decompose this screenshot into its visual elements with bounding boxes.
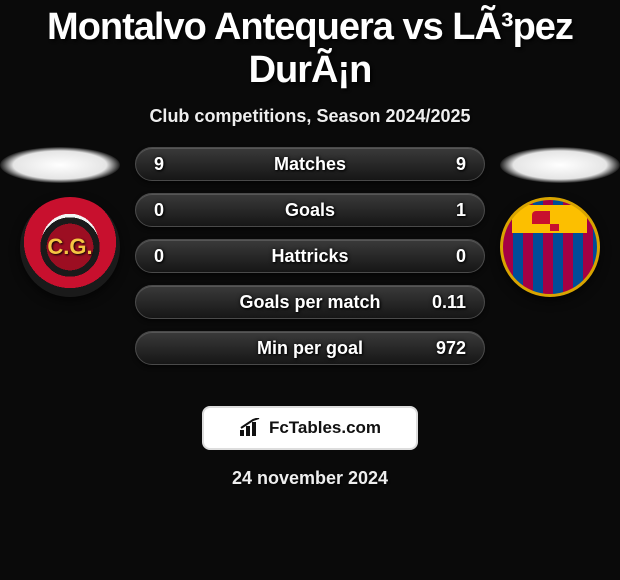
stat-rows: 9 Matches 9 0 Goals 1 0 Hattricks 0 Goal…	[135, 147, 485, 377]
stat-right-value: 0	[456, 246, 466, 267]
stat-row-matches: 9 Matches 9	[135, 147, 485, 181]
stat-right-value: 1	[456, 200, 466, 221]
page-title: Montalvo Antequera vs LÃ³pez DurÃ¡n	[0, 0, 620, 92]
stat-label: Goals	[285, 200, 335, 221]
stat-left-value: 0	[154, 200, 164, 221]
stat-right-value: 972	[436, 338, 466, 359]
stat-label: Matches	[274, 154, 346, 175]
team-crest-left-label: C.G.	[47, 234, 92, 260]
subtitle: Club competitions, Season 2024/2025	[0, 106, 620, 127]
team-crest-right	[500, 197, 600, 297]
bars-icon	[239, 418, 263, 438]
branding-badge: FcTables.com	[202, 406, 418, 450]
stat-left-value: 9	[154, 154, 164, 175]
stat-right-value: 9	[456, 154, 466, 175]
stat-right-value: 0.11	[432, 292, 466, 313]
date-text: 24 november 2024	[0, 468, 620, 489]
stat-row-goals-per-match: Goals per match 0.11	[135, 285, 485, 319]
comparison-arena: C.G. 9 Matches 9 0 Goals 1 0 Hattricks 0…	[0, 147, 620, 392]
spotlight-right	[500, 147, 620, 183]
stat-row-min-per-goal: Min per goal 972	[135, 331, 485, 365]
branding-text: FcTables.com	[269, 418, 381, 438]
stat-label: Min per goal	[257, 338, 363, 359]
stat-label: Hattricks	[271, 246, 348, 267]
spotlight-left	[0, 147, 120, 183]
stat-row-goals: 0 Goals 1	[135, 193, 485, 227]
stat-label: Goals per match	[239, 292, 380, 313]
team-crest-left: C.G.	[20, 197, 120, 297]
stat-row-hattricks: 0 Hattricks 0	[135, 239, 485, 273]
stat-left-value: 0	[154, 246, 164, 267]
